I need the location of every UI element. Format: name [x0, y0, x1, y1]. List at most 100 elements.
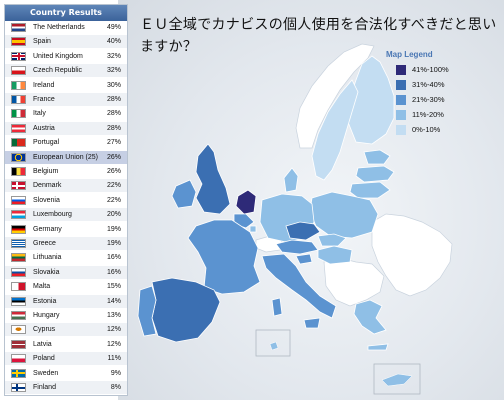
- country-name: Belgium: [33, 168, 59, 175]
- country-name: Ireland: [33, 81, 55, 89]
- map-czech-republic: [285, 221, 321, 241]
- map-slovakia: [317, 233, 347, 247]
- country-name: Greece: [33, 240, 56, 247]
- flag-luxembourg-icon: [11, 210, 26, 220]
- map-latvia: [355, 165, 395, 183]
- country-name: France: [33, 96, 55, 103]
- country-name: Latvia: [33, 340, 52, 348]
- country-percentage: 12%: [106, 340, 121, 348]
- flag-slovakia-icon: [11, 267, 26, 277]
- country-name: Czech Republic: [33, 67, 83, 75]
- country-percentage: 49%: [106, 24, 121, 31]
- country-percentage: 13%: [106, 312, 121, 319]
- results-title: Country Results: [5, 5, 127, 21]
- legend-item: 41%-100%: [384, 63, 466, 78]
- country-name: The Netherlands: [33, 24, 85, 31]
- country-row: Slovenia 22%: [5, 194, 127, 207]
- map-italy: [261, 253, 337, 319]
- country-percentage: 28%: [106, 96, 121, 103]
- country-row: Luxembourg 20%: [5, 208, 127, 222]
- country-percentage: 26%: [106, 168, 121, 175]
- country-row: Spain 40%: [5, 35, 127, 49]
- country-row: Belgium 26%: [5, 165, 127, 178]
- country-percentage: 19%: [106, 240, 121, 247]
- map-denmark: [283, 167, 299, 193]
- legend-item: 31%-40%: [384, 78, 466, 93]
- country-percentage: 32%: [106, 67, 121, 75]
- country-percentage: 28%: [106, 110, 121, 118]
- country-percentage: 27%: [106, 139, 121, 147]
- country-percentage: 14%: [106, 297, 121, 305]
- map-sicily: [303, 317, 321, 329]
- map-portugal: [137, 285, 157, 337]
- country-name: Portugal: [33, 139, 60, 147]
- country-row: Finland 8%: [5, 381, 127, 394]
- map-greece: [353, 299, 387, 335]
- country-name: Germany: [33, 225, 62, 233]
- legend-label: 0%-10%: [412, 125, 441, 134]
- norway-region: [295, 43, 375, 149]
- legend-item: 11%-20%: [384, 108, 466, 123]
- map-slovenia: [295, 253, 313, 265]
- country-row: Germany 19%: [5, 223, 127, 236]
- flag-hungary-icon: [11, 311, 26, 320]
- country-row: Lithuania 16%: [5, 251, 127, 264]
- map-sardinia: [271, 297, 283, 317]
- country-row: Denmark 22%: [5, 179, 127, 193]
- country-name: Slovakia: [33, 268, 60, 276]
- legend-label: 11%-20%: [412, 110, 444, 119]
- legend-item: 21%-30%: [384, 93, 466, 108]
- legend-label: 31%-40%: [412, 80, 445, 89]
- country-percentage: 19%: [106, 225, 121, 233]
- map-lithuania: [349, 181, 391, 199]
- flag-latvia-icon: [11, 339, 26, 349]
- flag-portugal-icon: [11, 138, 26, 148]
- country-row: France 28%: [5, 93, 127, 106]
- country-percentage: 16%: [106, 268, 121, 276]
- legend-label: 41%-100%: [412, 65, 449, 74]
- flag-cyprus-icon: [11, 325, 26, 335]
- country-name: Austria: [33, 124, 55, 132]
- country-row: Estonia 14%: [5, 294, 127, 308]
- country-percentage: 8%: [110, 384, 121, 391]
- europe-map-shapes: [137, 43, 453, 395]
- country-name: Poland: [33, 355, 55, 363]
- country-name: Cyprus: [33, 326, 56, 334]
- map-legend: Map Legend 41%-100% 31%-40% 21%-30% 11%-20%…: [384, 50, 466, 138]
- country-percentage: 32%: [106, 52, 121, 60]
- flag-italy-icon: [11, 109, 26, 119]
- country-name: Malta: [33, 283, 51, 291]
- flag-finland-icon: [11, 383, 26, 392]
- flag-ireland-icon: [11, 80, 26, 90]
- cyprus-inset: [373, 363, 421, 395]
- flag-france-icon: [11, 95, 26, 104]
- flag-united-kingdom-icon: [11, 51, 26, 61]
- country-percentage: 26%: [106, 153, 121, 161]
- country-row: The Netherlands 49%: [5, 21, 127, 34]
- country-percentage: 15%: [106, 283, 121, 291]
- country-percentage: 40%: [106, 38, 121, 46]
- country-percentage: 20%: [106, 211, 121, 219]
- map-france: [187, 219, 261, 295]
- country-name: Slovenia: [33, 196, 60, 204]
- map-ireland: [171, 179, 197, 209]
- flag-netherlands-icon: [11, 23, 26, 32]
- country-name: Sweden: [33, 369, 59, 377]
- country-percentage: 22%: [106, 196, 121, 204]
- country-row: Portugal 27%: [5, 136, 127, 149]
- legend-title: Map Legend: [386, 50, 433, 59]
- country-name: Spain: [33, 38, 51, 46]
- map-united-kingdom: [195, 143, 231, 215]
- legend-swatch: [396, 125, 406, 135]
- country-percentage: 30%: [106, 81, 121, 89]
- country-name: Hungary: [33, 312, 60, 319]
- country-row: Slovakia 16%: [5, 265, 127, 279]
- flag-slovenia-icon: [11, 195, 26, 205]
- country-row: Malta 15%: [5, 280, 127, 293]
- country-percentage: 22%: [106, 182, 121, 190]
- legend-swatch: [396, 80, 406, 90]
- malta-inset: [255, 329, 291, 357]
- flag-denmark-icon: [11, 181, 26, 191]
- eastern-europe-region: [371, 213, 453, 297]
- flag-lithuania-icon: [11, 253, 26, 263]
